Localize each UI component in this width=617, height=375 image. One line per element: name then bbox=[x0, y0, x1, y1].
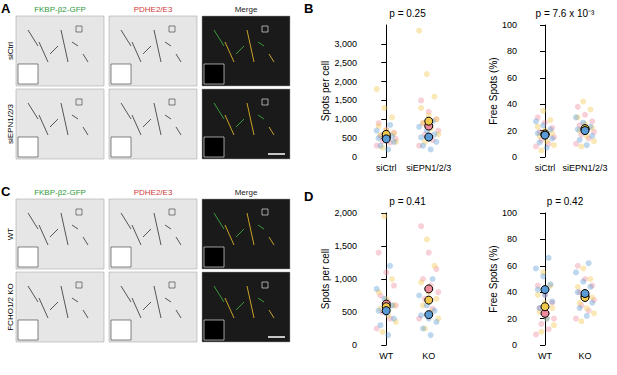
svg-text:1,500: 1,500 bbox=[334, 241, 357, 251]
svg-text:1,000: 1,000 bbox=[334, 114, 357, 124]
svg-text:siCtrl: siCtrl bbox=[376, 163, 397, 173]
svg-text:1,500: 1,500 bbox=[334, 95, 357, 105]
svg-text:2,500: 2,500 bbox=[334, 58, 357, 68]
svg-text:0: 0 bbox=[352, 340, 357, 350]
svg-text:siCtrl: siCtrl bbox=[535, 163, 556, 173]
svg-text:Free Spots (%): Free Spots (%) bbox=[488, 245, 499, 312]
svg-text:siEPN1/2/3: siEPN1/2/3 bbox=[6, 103, 15, 144]
svg-text:FCHO1/2 KO: FCHO1/2 KO bbox=[6, 283, 15, 331]
svg-text:40: 40 bbox=[507, 287, 517, 297]
svg-text:3,000: 3,000 bbox=[334, 39, 357, 49]
svg-text:FKBP-β2-GFP: FKBP-β2-GFP bbox=[34, 188, 86, 197]
svg-text:WT: WT bbox=[538, 351, 552, 361]
svg-text:Free Spots (%): Free Spots (%) bbox=[488, 57, 499, 124]
svg-text:WT: WT bbox=[6, 228, 15, 241]
svg-text:60: 60 bbox=[507, 73, 517, 83]
svg-text:KO: KO bbox=[578, 351, 591, 361]
svg-text:20: 20 bbox=[507, 126, 517, 136]
svg-text:20: 20 bbox=[507, 314, 517, 324]
svg-text:p = 0.41: p = 0.41 bbox=[389, 196, 426, 207]
svg-text:siEPN1/2/3: siEPN1/2/3 bbox=[406, 163, 451, 173]
svg-text:0: 0 bbox=[352, 152, 357, 162]
svg-text:siCtrl: siCtrl bbox=[6, 42, 15, 60]
svg-text:WT: WT bbox=[379, 351, 393, 361]
svg-text:1,000: 1,000 bbox=[334, 274, 357, 284]
svg-text:500: 500 bbox=[342, 133, 357, 143]
svg-text:100: 100 bbox=[502, 20, 517, 30]
svg-text:siEPN1/2/3: siEPN1/2/3 bbox=[562, 163, 607, 173]
svg-text:80: 80 bbox=[507, 46, 517, 56]
svg-text:2,000: 2,000 bbox=[334, 208, 357, 218]
svg-text:Merge: Merge bbox=[235, 188, 258, 197]
svg-text:PDHE2/E3: PDHE2/E3 bbox=[134, 5, 173, 14]
svg-text:60: 60 bbox=[507, 261, 517, 271]
svg-text:B: B bbox=[304, 1, 313, 16]
svg-text:100: 100 bbox=[502, 208, 517, 218]
svg-text:p = 0.25: p = 0.25 bbox=[389, 8, 426, 19]
svg-text:Spots per cell: Spots per cell bbox=[320, 61, 331, 122]
svg-text:C: C bbox=[1, 184, 11, 199]
svg-text:PDHE2/E3: PDHE2/E3 bbox=[134, 188, 173, 197]
svg-text:A: A bbox=[1, 1, 11, 16]
svg-text:Merge: Merge bbox=[235, 5, 258, 14]
svg-text:500: 500 bbox=[342, 307, 357, 317]
svg-text:80: 80 bbox=[507, 234, 517, 244]
svg-text:KO: KO bbox=[422, 351, 435, 361]
svg-text:D: D bbox=[304, 189, 313, 204]
svg-text:p = 7.6 x 10⁻³: p = 7.6 x 10⁻³ bbox=[536, 8, 596, 19]
svg-text:0: 0 bbox=[512, 340, 517, 350]
svg-text:Spots per cell: Spots per cell bbox=[320, 249, 331, 310]
svg-text:0: 0 bbox=[512, 152, 517, 162]
svg-text:2,000: 2,000 bbox=[334, 77, 357, 87]
svg-text:FKBP-β2-GFP: FKBP-β2-GFP bbox=[34, 5, 86, 14]
svg-text:p = 0.42: p = 0.42 bbox=[547, 196, 584, 207]
svg-text:40: 40 bbox=[507, 99, 517, 109]
